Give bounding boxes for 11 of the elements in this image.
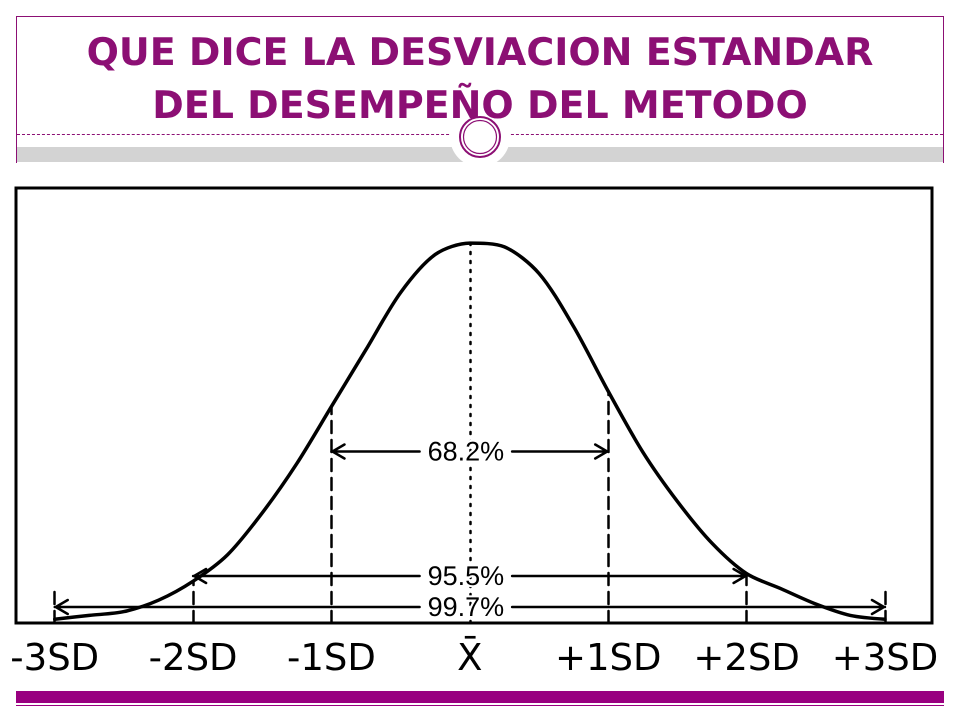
x-tick-label: +2SD [693,636,800,679]
x-tick-label: +1SD [554,636,662,679]
x-tick-label: -3SD [10,636,100,679]
annotation: 68.2% [428,436,504,467]
annotation: 95.5% [428,561,504,591]
annotation: 99.7% [428,592,504,622]
x-tick-label: -2SD [148,636,238,679]
x-tick-label: -1SD [287,636,376,679]
chart-title: QUE DICE LA DESVIACION ESTANDAR DEL DESEMPEÑO DEL METODO [86,29,874,129]
x-tick-label: +3SD [832,636,938,679]
x-tick-label: X̄ [457,635,483,679]
